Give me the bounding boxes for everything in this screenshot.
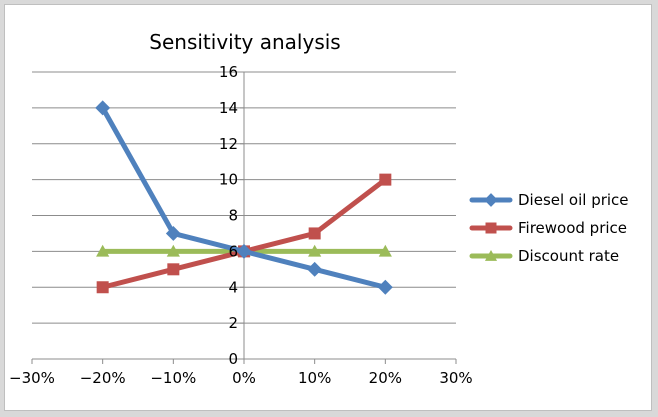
legend-swatch-marker bbox=[484, 249, 498, 261]
data-point-diesel-oil-price bbox=[307, 261, 323, 277]
x-tick-label: −30% bbox=[9, 369, 55, 387]
legend-label: Discount rate bbox=[518, 247, 619, 265]
y-tick-label: 16 bbox=[219, 63, 238, 81]
data-point-discount-rate bbox=[166, 244, 180, 257]
data-point-discount-rate bbox=[308, 244, 322, 257]
x-tick-label: 10% bbox=[298, 369, 331, 387]
y-tick-label: 0 bbox=[228, 350, 238, 368]
data-point-firewood-price bbox=[167, 263, 180, 276]
data-point-discount-rate bbox=[96, 244, 110, 257]
legend-item-diesel-oil-price: Diesel oil price bbox=[469, 191, 629, 209]
data-point-firewood-price bbox=[379, 173, 392, 186]
legend-swatch-marker bbox=[485, 222, 497, 234]
data-point-diesel-oil-price bbox=[377, 279, 393, 295]
x-tick-label: 30% bbox=[439, 369, 472, 387]
y-tick-label: 4 bbox=[228, 278, 238, 296]
axes bbox=[31, 71, 457, 364]
y-tick-label: 10 bbox=[219, 171, 238, 189]
chart-title: Sensitivity analysis bbox=[149, 30, 340, 54]
tick-labels: 0 2 4 6 8 10 12 14 16 −30% −20% −10% 0% 10% 20% 30% bbox=[9, 63, 473, 387]
legend-swatch-marker bbox=[484, 193, 498, 207]
legend-item-firewood-price: Firewood price bbox=[469, 219, 627, 237]
data-point-discount-rate bbox=[378, 244, 392, 257]
y-tick-label: 14 bbox=[219, 99, 238, 117]
legend-label: Firewood price bbox=[518, 219, 627, 237]
y-tick-label: 6 bbox=[228, 242, 238, 260]
data-point-diesel-oil-price bbox=[236, 243, 252, 259]
y-tick-label: 12 bbox=[219, 135, 238, 153]
data-point-firewood-price bbox=[96, 281, 109, 294]
x-tick-label: −10% bbox=[150, 369, 196, 387]
y-tick-label: 8 bbox=[228, 207, 238, 225]
data-point-diesel-oil-price bbox=[165, 225, 181, 241]
x-tick-label: 0% bbox=[232, 369, 256, 387]
data-point-diesel-oil-price bbox=[95, 100, 111, 116]
legend: Diesel oil price Firewood price Discount r… bbox=[469, 191, 629, 265]
data-point-firewood-price bbox=[308, 227, 321, 240]
x-tick-label: −20% bbox=[80, 369, 126, 387]
series-layer bbox=[95, 100, 393, 295]
y-tick-label: 2 bbox=[228, 314, 238, 332]
series-diesel-oil-price bbox=[95, 100, 393, 295]
x-tick-label: 20% bbox=[369, 369, 402, 387]
legend-item-discount-rate: Discount rate bbox=[469, 247, 619, 265]
legend-label: Diesel oil price bbox=[518, 191, 629, 209]
